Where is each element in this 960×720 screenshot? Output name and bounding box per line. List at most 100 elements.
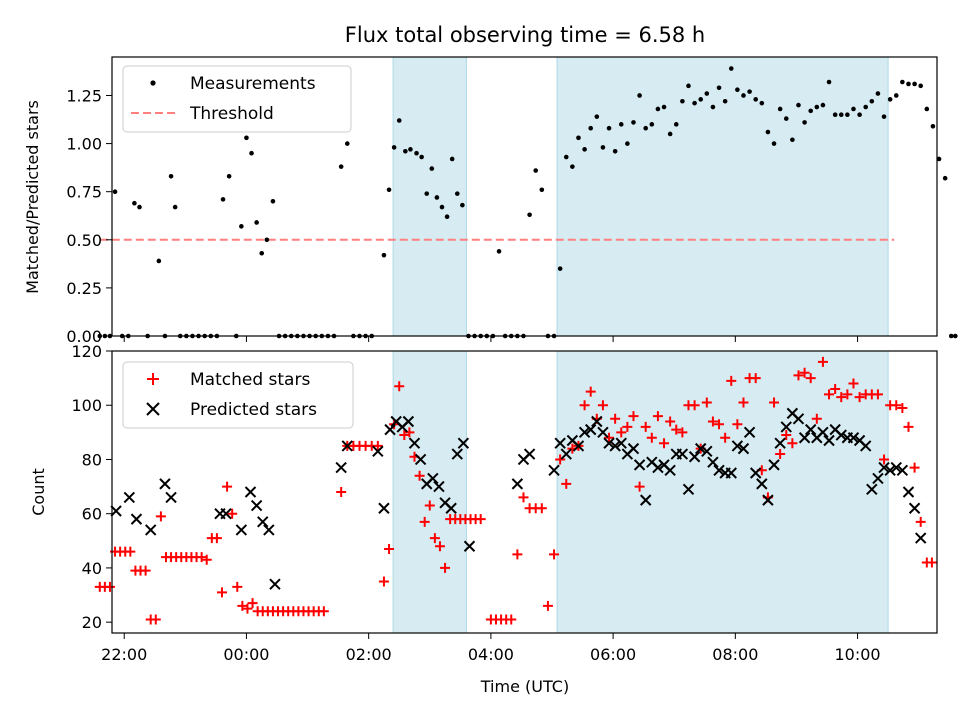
predicted-star-marker: [688, 451, 701, 463]
top-panel: 0.00 0.25 0.50 0.75 1.00 1.25 Matched/Predict…: [23, 56, 958, 346]
matched-star-marker: [842, 389, 853, 400]
predicted-star-marker: [682, 483, 695, 495]
matched-star-marker: [714, 419, 725, 430]
measurement-point: [132, 200, 137, 206]
predicted-star-marker: [798, 432, 811, 444]
measurement-point: [765, 129, 771, 135]
measurement-point: [680, 98, 685, 104]
matched-star-marker: [781, 430, 792, 441]
y-tick-label: 0.75: [66, 183, 102, 202]
legend-measurements-label: Measurements: [190, 74, 316, 94]
predicted-star-marker: [123, 491, 136, 504]
measurement-point: [344, 141, 350, 146]
matched-star-marker: [394, 381, 405, 392]
matched-star-marker: [854, 392, 865, 403]
predicted-star-marker: [780, 421, 792, 433]
predicted-star-marker: [130, 513, 143, 525]
x-tick-label: 00:00: [223, 645, 269, 664]
matched-star-marker: [140, 565, 151, 576]
predicted-star-marker: [817, 426, 829, 439]
matched-star-marker: [805, 373, 816, 384]
predicted-star-marker: [250, 499, 263, 512]
y-tick-label: 100: [71, 396, 102, 415]
predicted-star-marker: [378, 502, 390, 514]
matched-star-marker: [222, 481, 233, 492]
predicted-star-marker: [872, 472, 884, 485]
predicted-star-marker: [603, 437, 615, 449]
predicted-star-marker: [220, 507, 232, 520]
predicted-star-marker: [878, 461, 890, 474]
predicted-star-marker: [457, 437, 470, 449]
measurement-point: [527, 212, 532, 218]
matched-star-marker: [429, 533, 440, 544]
y-tick-label: 20: [82, 613, 102, 632]
measurement-point: [539, 187, 545, 193]
measurement-point: [716, 85, 722, 91]
measurement-point: [259, 250, 265, 256]
measurement-point: [618, 122, 624, 127]
predicted-star-marker: [548, 464, 560, 477]
predicted-stars-points: [110, 407, 927, 590]
bottom-y-axis-label: Count: [29, 468, 48, 516]
matched-star-marker: [440, 562, 451, 573]
measurement-point: [606, 125, 612, 131]
measurement-point: [692, 100, 697, 106]
legend-threshold-label: Threshold: [189, 104, 274, 124]
matched-star-marker: [242, 603, 253, 614]
y-tick-label: 1.00: [66, 135, 102, 154]
measurement-point: [667, 131, 673, 137]
predicted-star-marker: [908, 502, 921, 514]
matched-star-marker: [634, 481, 645, 492]
matched-star-marker: [817, 356, 828, 367]
matched-star-marker: [555, 454, 566, 465]
measurement-point: [857, 112, 862, 118]
matched-star-marker: [879, 454, 890, 465]
measurement-point: [156, 258, 162, 264]
top-legend-box: [122, 65, 352, 133]
predicted-star-marker: [335, 461, 347, 474]
predicted-star-marker: [597, 426, 609, 439]
predicted-star-marker: [639, 494, 652, 506]
predicted-star-marker: [701, 445, 713, 458]
measurement-point: [777, 106, 783, 112]
measurement-point: [722, 98, 728, 104]
measurement-point: [414, 150, 419, 156]
measurement-point: [686, 83, 691, 89]
chart-title: Flux total observing time = 6.58 h: [345, 23, 705, 47]
measurement-point: [906, 81, 911, 87]
predicted-star-marker: [707, 456, 719, 468]
measurement-point: [851, 106, 856, 112]
measurement-point: [918, 83, 924, 89]
predicted-star-marker: [609, 440, 621, 452]
predicted-star-marker: [676, 448, 689, 460]
matched-star-marker: [750, 373, 761, 384]
predicted-star-marker: [560, 448, 572, 460]
matched-star-marker: [659, 438, 670, 449]
predicted-star-marker: [159, 478, 171, 490]
matched-star-marker: [378, 576, 389, 587]
measurement-point: [942, 175, 948, 181]
y-tick-label: 80: [82, 450, 102, 469]
measurement-point: [612, 148, 618, 154]
matched-star-marker: [585, 386, 596, 397]
predicted-star-marker: [402, 415, 415, 428]
matched-star-marker: [909, 462, 920, 473]
y-tick-label: 1.25: [66, 86, 102, 105]
matched-star-marker: [610, 413, 621, 424]
measurement-point: [172, 204, 178, 210]
measurement-point: [771, 141, 777, 146]
measurement-point: [796, 102, 801, 108]
measurement-point: [649, 122, 655, 127]
predicted-star-marker: [694, 442, 707, 455]
measurement-point: [936, 156, 942, 162]
top-axes-frame: [111, 56, 938, 337]
predicted-star-marker: [615, 437, 627, 449]
predicted-star-marker: [914, 532, 927, 544]
measurement-point: [220, 197, 226, 202]
x-tick-label: 22:00: [101, 645, 147, 664]
measurement-point: [900, 79, 905, 85]
measurement-point: [924, 106, 930, 112]
matched-star-marker: [689, 400, 700, 411]
measurement-point: [832, 112, 838, 118]
predicted-star-marker: [835, 429, 847, 441]
